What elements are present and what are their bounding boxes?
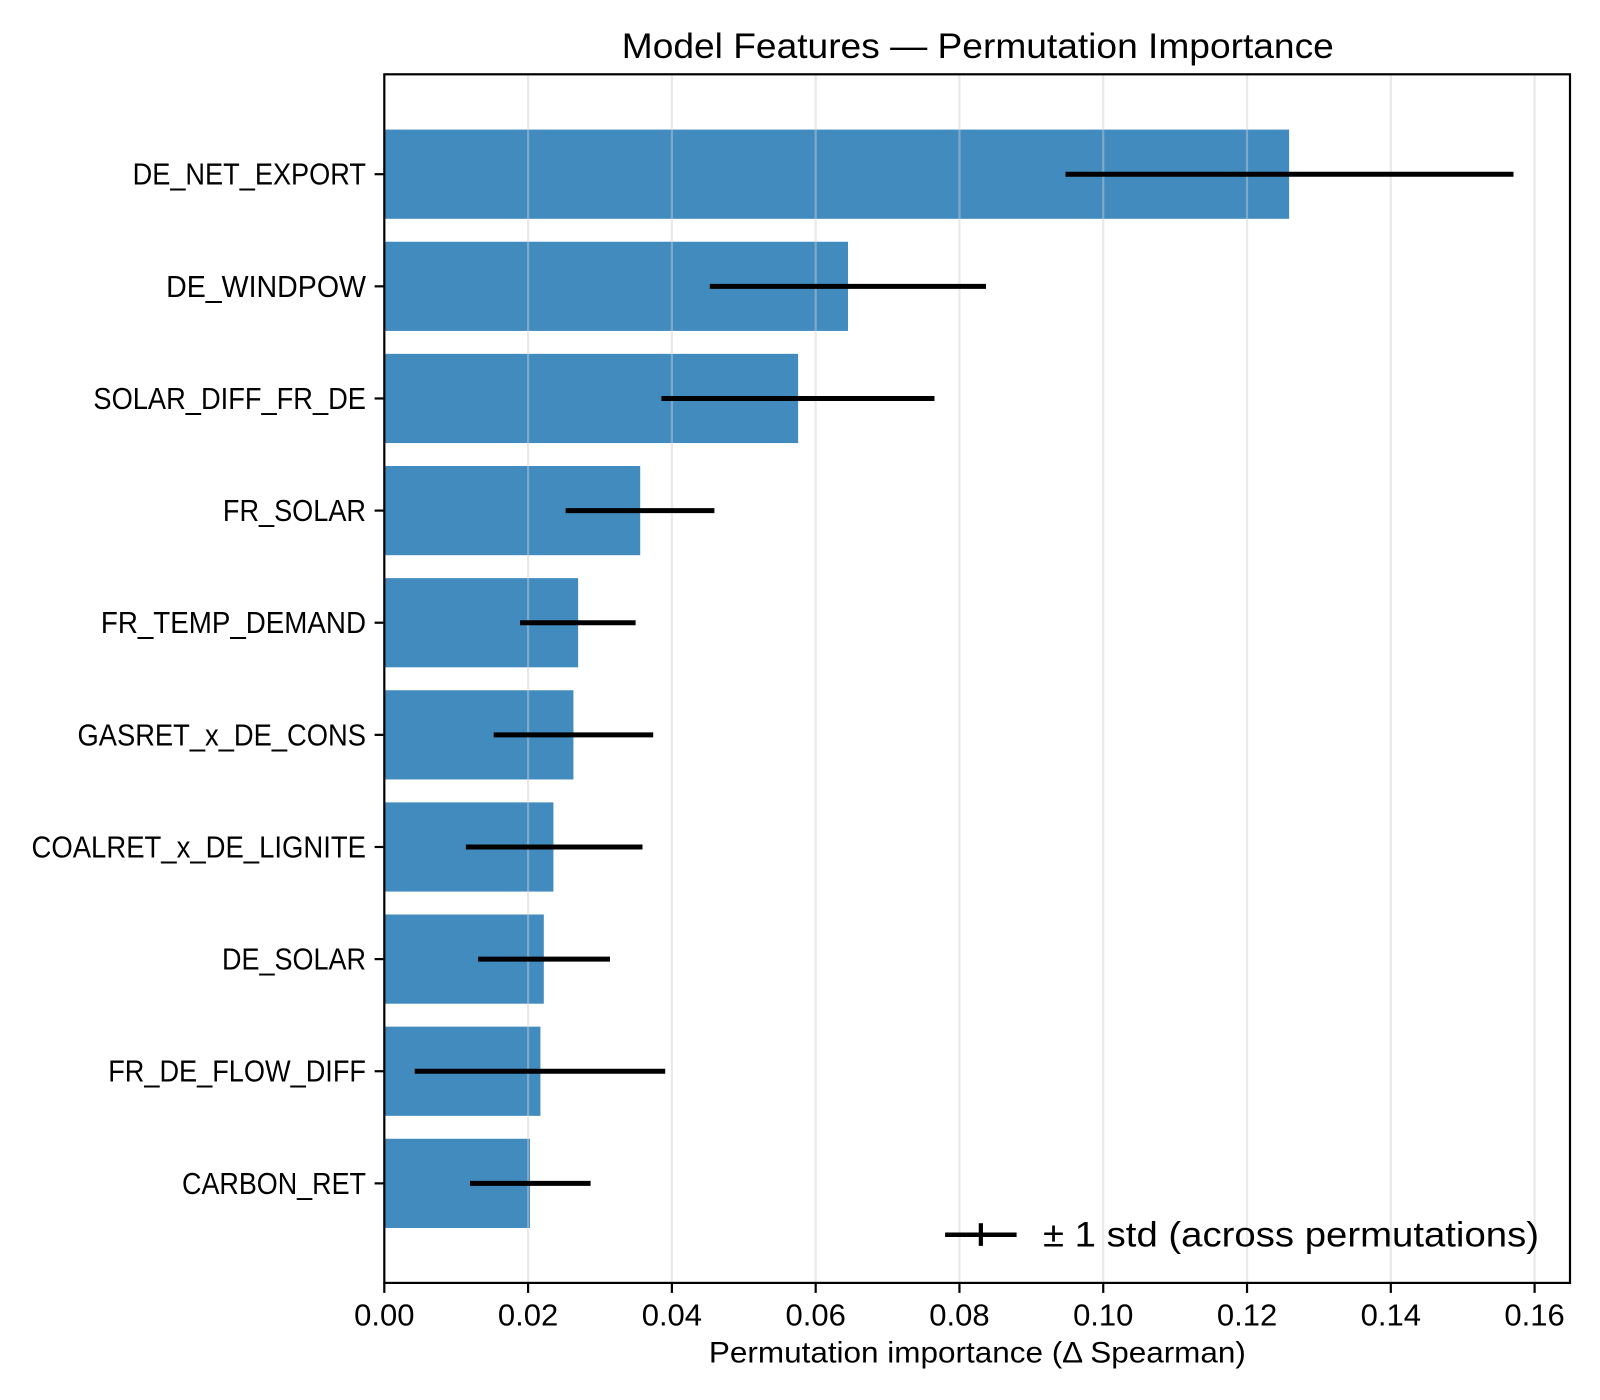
svg-text:CARBON_RET: CARBON_RET	[182, 1166, 366, 1201]
svg-text:SOLAR_DIFF_FR_DE: SOLAR_DIFF_FR_DE	[93, 381, 366, 416]
svg-text:Model Features — Permutation I: Model Features — Permutation Importance	[622, 27, 1334, 66]
svg-text:± 1 std (across permutations): ± 1 std (across permutations)	[1043, 1216, 1539, 1255]
svg-text:0.14: 0.14	[1361, 1297, 1421, 1332]
svg-text:Permutation importance (Δ Spea: Permutation importance (Δ Spearman)	[709, 1338, 1246, 1370]
svg-text:FR_SOLAR: FR_SOLAR	[223, 493, 366, 528]
svg-text:0.06: 0.06	[785, 1297, 845, 1332]
svg-text:DE_NET_EXPORT: DE_NET_EXPORT	[133, 157, 366, 192]
svg-text:COALRET_x_DE_LIGNITE: COALRET_x_DE_LIGNITE	[32, 829, 367, 864]
svg-text:DE_WINDPOW: DE_WINDPOW	[166, 269, 367, 304]
svg-text:0.08: 0.08	[929, 1297, 989, 1332]
svg-text:0.16: 0.16	[1504, 1297, 1564, 1332]
svg-text:DE_SOLAR: DE_SOLAR	[222, 942, 366, 977]
svg-text:FR_DE_FLOW_DIFF: FR_DE_FLOW_DIFF	[108, 1054, 366, 1089]
svg-text:0.10: 0.10	[1073, 1297, 1133, 1332]
svg-text:0.02: 0.02	[498, 1297, 558, 1332]
svg-text:0.00: 0.00	[354, 1297, 414, 1332]
svg-text:FR_TEMP_DEMAND: FR_TEMP_DEMAND	[101, 605, 366, 640]
svg-text:GASRET_x_DE_CONS: GASRET_x_DE_CONS	[78, 717, 367, 752]
svg-text:0.04: 0.04	[642, 1297, 702, 1332]
svg-text:0.12: 0.12	[1217, 1297, 1277, 1332]
